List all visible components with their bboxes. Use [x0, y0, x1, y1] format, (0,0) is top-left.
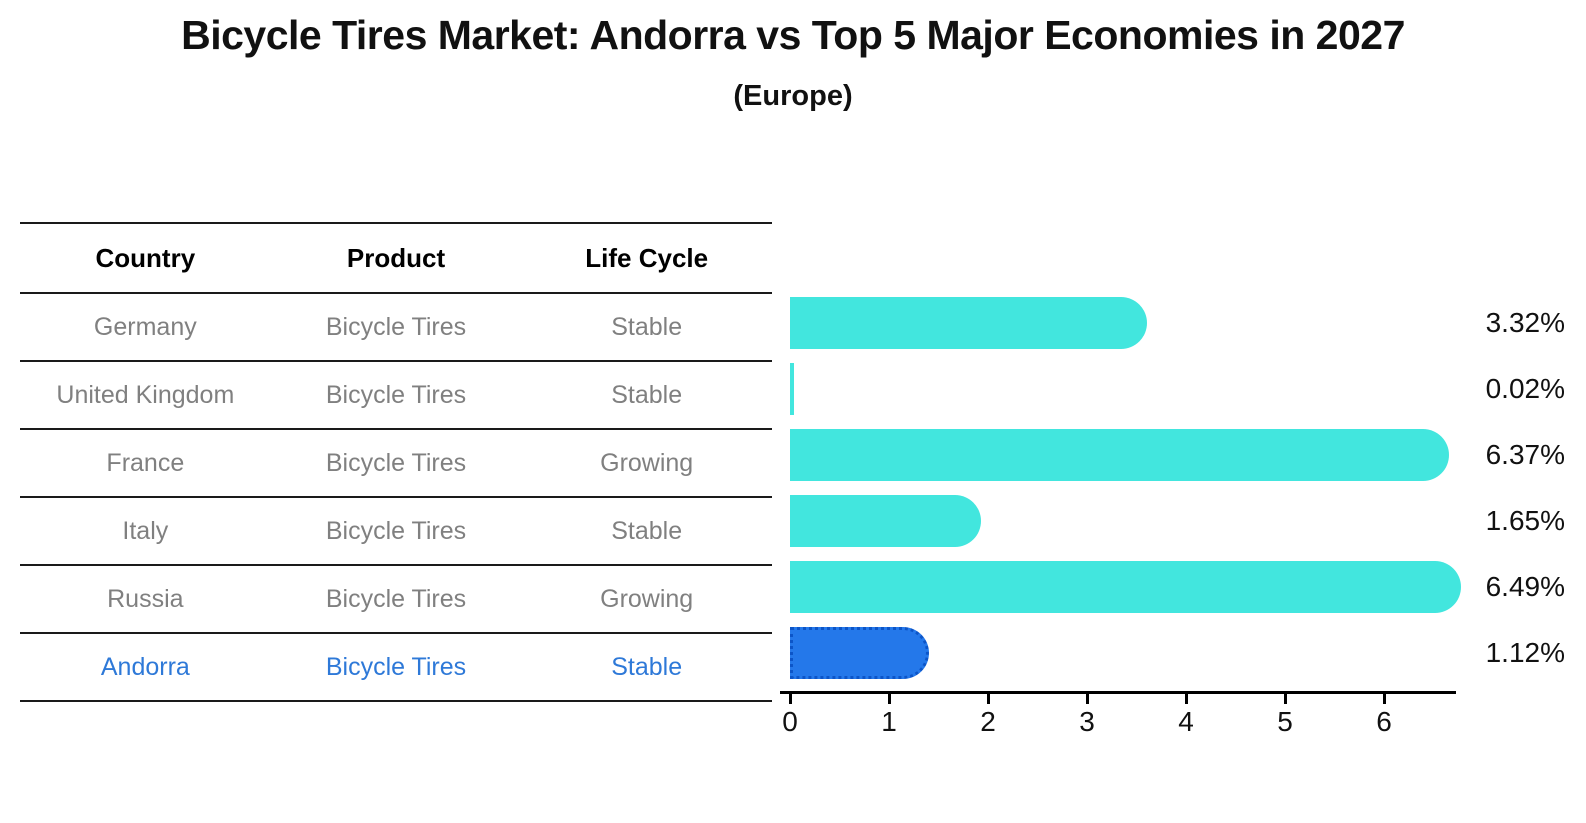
x-axis-tick-label: 5	[1277, 706, 1293, 737]
chart-subtitle: (Europe)	[733, 80, 853, 112]
cell-product: Bicycle Tires	[325, 312, 467, 341]
cell-product: Bicycle Tires	[325, 448, 467, 477]
table-header-row: Country Product Life Cycle	[20, 224, 772, 294]
cell-country: Andorra	[100, 652, 190, 681]
bar-value-label: 1.12%	[1485, 637, 1565, 668]
table-row-france: France Bicycle Tires Growing	[20, 430, 772, 498]
cell-life-cycle: Stable	[611, 380, 683, 409]
bar-value-label: 6.49%	[1485, 571, 1565, 602]
cell-product: Bicycle Tires	[325, 380, 467, 409]
x-axis-tick-label: 2	[980, 706, 996, 737]
x-axis-tick-label: 4	[1178, 706, 1194, 737]
table-row-germany: Germany Bicycle Tires Stable	[20, 294, 772, 362]
x-axis-tick	[1383, 694, 1386, 704]
table-row-italy: Italy Bicycle Tires Stable	[20, 498, 772, 566]
bar-value-label: 0.02%	[1485, 373, 1565, 404]
bar-value-label: 3.32%	[1485, 307, 1565, 338]
bar-andorra	[790, 627, 929, 679]
x-axis-line	[780, 691, 1456, 694]
bar-value-label: 6.37%	[1485, 439, 1565, 470]
cell-country: Germany	[93, 312, 197, 341]
x-axis-tick-label: 0	[782, 706, 798, 737]
column-header-country: Country	[95, 242, 196, 273]
cell-life-cycle: Stable	[611, 516, 683, 545]
cell-product: Bicycle Tires	[325, 652, 467, 681]
chart-title: Bicycle Tires Market: Andorra vs Top 5 M…	[181, 12, 1405, 58]
cell-life-cycle: Growing	[600, 584, 694, 613]
cell-product: Bicycle Tires	[325, 584, 467, 613]
cell-life-cycle: Stable	[611, 312, 683, 341]
table-row-andorra: Andorra Bicycle Tires Stable	[20, 634, 772, 702]
x-axis-tick	[987, 694, 990, 704]
bar-italy	[790, 495, 981, 547]
bar-france	[790, 429, 1449, 481]
x-axis-tick	[1086, 694, 1089, 704]
cell-country: Italy	[122, 516, 169, 545]
bar-russia	[790, 561, 1461, 613]
cell-life-cycle: Growing	[600, 448, 694, 477]
bar-value-label: 1.65%	[1485, 505, 1565, 536]
x-axis-tick	[789, 694, 792, 704]
comparison-table: Country Product Life Cycle Germany Bicycle T…	[20, 222, 772, 702]
cell-life-cycle: Stable	[611, 652, 683, 681]
x-axis-tick-label: 1	[881, 706, 897, 737]
x-axis-tick-label: 6	[1376, 706, 1392, 737]
x-axis-tick-label: 3	[1079, 706, 1095, 737]
x-axis-tick	[1185, 694, 1188, 704]
x-axis-tick	[888, 694, 891, 704]
cell-country: France	[106, 448, 185, 477]
x-axis-tick	[1284, 694, 1287, 704]
bar-germany	[790, 297, 1147, 349]
bar-united-kingdom	[790, 363, 794, 415]
cell-country: Russia	[107, 584, 184, 613]
table-row-united-kingdom: United Kingdom Bicycle Tires Stable	[20, 362, 772, 430]
column-header-product: Product	[346, 242, 446, 273]
table-row-russia: Russia Bicycle Tires Growing	[20, 566, 772, 634]
cell-product: Bicycle Tires	[325, 516, 467, 545]
cell-country: United Kingdom	[56, 380, 235, 409]
column-header-life-cycle: Life Cycle	[585, 242, 709, 273]
